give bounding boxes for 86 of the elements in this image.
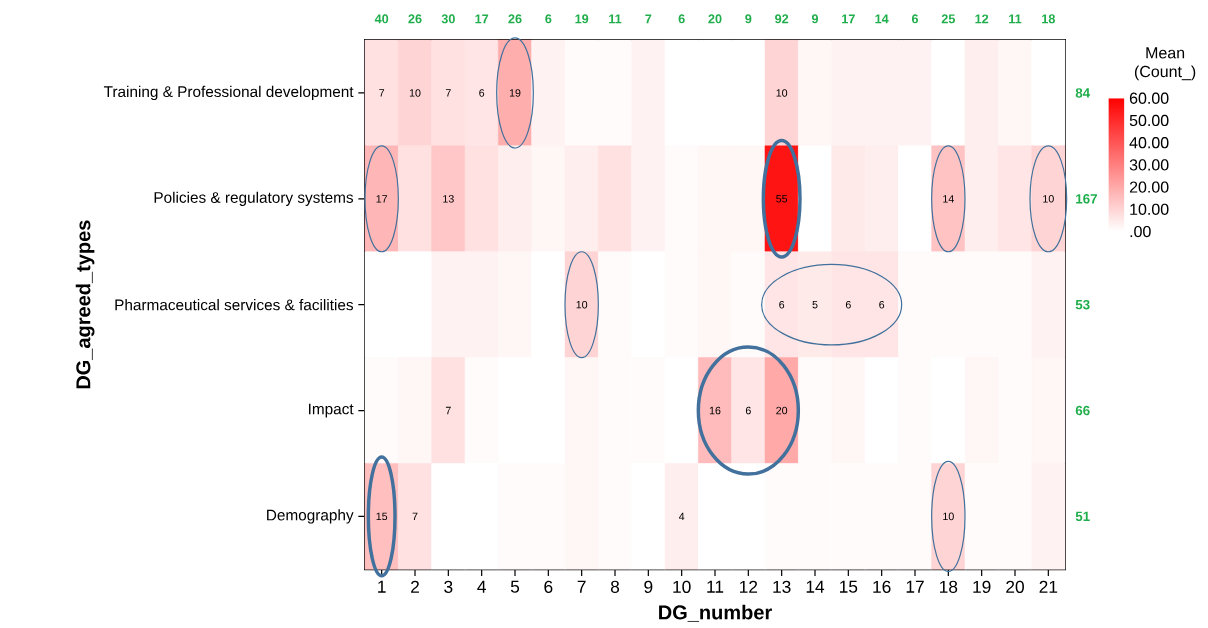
- y-tick-label: Demography: [267, 509, 354, 524]
- text: 40: [374, 14, 389, 24]
- text: 14: [875, 14, 889, 24]
- data-label: 14: [943, 195, 954, 203]
- data-label: 7: [379, 89, 385, 97]
- x-tick-label: 1: [378, 580, 386, 593]
- y-tick-label: Impact: [309, 403, 354, 418]
- text: 6: [545, 14, 552, 24]
- color-bar-label: 50.00: [1129, 114, 1169, 127]
- data-label: 6: [845, 300, 851, 309]
- data-label: 10: [576, 300, 588, 309]
- x-tick-label: 16: [873, 580, 891, 593]
- color-bar-label: 20.00: [1129, 181, 1169, 193]
- x-tick-label: 10: [673, 580, 691, 593]
- text: 12: [975, 14, 989, 24]
- text: 11: [609, 14, 622, 24]
- data-label: 10: [1043, 195, 1054, 203]
- color-bar-title: Mean (Count_): [1134, 47, 1196, 81]
- text: 30: [441, 14, 455, 24]
- text: 18: [1042, 14, 1055, 24]
- x-tick-label: 21: [1039, 580, 1058, 593]
- x-tick-label: 5: [510, 580, 520, 593]
- x-tick-label: 3: [444, 580, 453, 593]
- data-label: 15: [376, 512, 388, 521]
- data-label: 6: [779, 300, 785, 309]
- text: 17: [842, 14, 855, 24]
- data-label: 7: [445, 89, 451, 97]
- x-tick-label: 19: [973, 580, 991, 593]
- y-tick-label: Training & Professional development: [103, 85, 354, 101]
- x-tick-label: 12: [740, 580, 758, 593]
- y2-tick-label: 84: [1075, 88, 1091, 98]
- x-tick-label: 14: [806, 580, 825, 593]
- data-label: 10: [776, 89, 788, 97]
- data-label: 17: [376, 195, 388, 203]
- text: 20: [708, 14, 722, 24]
- text: 7: [645, 14, 652, 24]
- data-label: 19: [509, 89, 521, 97]
- data-label: 6: [479, 89, 485, 97]
- data-label: 5: [812, 300, 818, 309]
- y2-tick-label: 66: [1075, 405, 1090, 416]
- text: 26: [508, 14, 522, 24]
- data-label: 10: [409, 89, 421, 97]
- y2-tick-label: 51: [1075, 511, 1090, 522]
- data-label: 20: [776, 406, 788, 415]
- x-tick-label: 17: [906, 580, 924, 593]
- color-bar-label: 30.00: [1129, 159, 1169, 171]
- data-label: 7: [412, 512, 418, 521]
- data-label: 4: [678, 512, 685, 521]
- data-label: 55: [776, 195, 788, 203]
- color-bar-label: .00: [1130, 225, 1151, 238]
- y2-tick-label: 53: [1075, 299, 1090, 310]
- text: 19: [575, 14, 589, 24]
- data-label: 16: [709, 406, 721, 415]
- text: 9: [745, 14, 752, 24]
- text: 6: [678, 14, 685, 24]
- x-tick-label: 11: [707, 580, 724, 593]
- x-tick-label: 7: [577, 580, 586, 593]
- x-tick-label: 15: [840, 580, 858, 593]
- text: 17: [475, 14, 489, 24]
- data-label: 6: [745, 406, 751, 415]
- x-tick-label: 4: [477, 580, 486, 593]
- y-axis-title: DG_agreed_types: [75, 220, 95, 389]
- y-tick-label: Policies & regulatory systems: [154, 191, 354, 206]
- x-tick-label: 6: [544, 580, 553, 593]
- x-tick-label: 2: [411, 580, 419, 593]
- data-label: 10: [943, 512, 954, 521]
- x-tick-label: 18: [940, 580, 958, 593]
- data-label: 13: [443, 195, 454, 203]
- x-tick-label: 20: [1006, 580, 1024, 593]
- text: 25: [941, 14, 956, 24]
- text: 9: [811, 14, 819, 24]
- y2-tick-label: 167: [1076, 194, 1097, 204]
- text: 6: [911, 14, 919, 24]
- data-label: 6: [879, 300, 885, 309]
- color-bar-label: 40.00: [1129, 137, 1169, 149]
- text: 11: [1009, 14, 1022, 24]
- x-tick-label: 13: [773, 580, 791, 593]
- x-tick-label: 9: [644, 580, 653, 593]
- x-tick-label: 8: [610, 580, 620, 593]
- color-bar-label: 10.00: [1130, 203, 1169, 215]
- x-axis-title: DG_number: [659, 604, 772, 622]
- text: 92: [775, 14, 789, 24]
- color-bar-label: 60.00: [1129, 92, 1169, 104]
- text: 26: [408, 14, 422, 24]
- y-tick-label: Pharmaceutical services & facilities: [115, 299, 354, 311]
- data-label: 7: [445, 406, 451, 415]
